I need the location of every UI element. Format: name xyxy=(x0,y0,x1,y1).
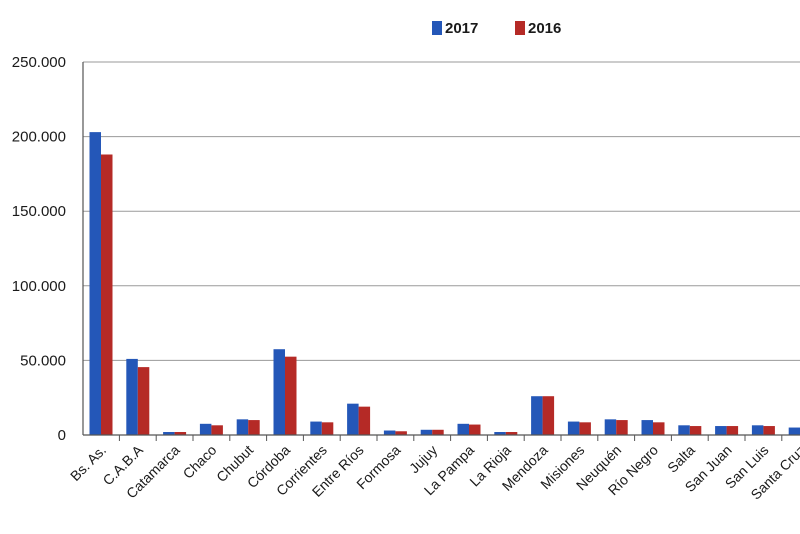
bar-2017 xyxy=(273,349,285,435)
bar-2017 xyxy=(310,421,322,435)
bar-2016 xyxy=(689,426,702,435)
bar-2017 xyxy=(347,403,359,435)
bar-2016 xyxy=(542,396,555,435)
bar-2016 xyxy=(726,426,739,435)
bar-2017 xyxy=(604,419,617,435)
legend-swatch-2017 xyxy=(432,21,442,35)
bar-2016 xyxy=(579,422,591,435)
bars xyxy=(89,132,800,435)
bar-2016 xyxy=(285,356,297,435)
bar-2016 xyxy=(469,424,481,435)
legend: 2017 2016 xyxy=(432,20,561,37)
bar-2017 xyxy=(383,430,396,435)
bar-2016 xyxy=(174,432,187,435)
bar-2017 xyxy=(420,429,433,435)
legend-swatch-2016 xyxy=(515,21,525,35)
bar-2016 xyxy=(505,432,518,435)
y-tick-label: 250.000 xyxy=(12,54,66,71)
y-tick-label: 200.000 xyxy=(12,129,66,146)
bar-2017 xyxy=(678,425,690,435)
bar-2016 xyxy=(432,429,444,435)
bar-2017 xyxy=(751,425,764,435)
bar-2016 xyxy=(137,367,150,435)
bar-2016 xyxy=(358,406,371,435)
bar-2017 xyxy=(641,420,653,435)
bar-2016 xyxy=(211,425,223,435)
legend-label-2017: 2017 xyxy=(445,20,478,37)
grid-lines xyxy=(83,61,800,361)
bar-2017 xyxy=(163,432,175,435)
bar-2016 xyxy=(653,422,665,435)
y-tick-label: 100.000 xyxy=(12,278,66,295)
bar-2016 xyxy=(763,426,775,435)
bar-2016 xyxy=(101,154,113,435)
bar-2017 xyxy=(457,423,469,435)
bar-2016 xyxy=(395,431,407,435)
bar-2017 xyxy=(788,427,800,435)
bar-2017 xyxy=(236,419,249,435)
axes xyxy=(82,62,800,441)
bar-2016 xyxy=(321,422,334,435)
bar-2017 xyxy=(567,421,580,435)
bar-2017 xyxy=(531,396,543,435)
bar-2017 xyxy=(494,432,506,435)
y-tick-labels: 250.000 200.000 150.000 100.000 50.000 0 xyxy=(12,54,66,444)
bar-2016 xyxy=(248,420,260,435)
x-tick-label: Salta xyxy=(664,442,698,476)
y-tick-label: 150.000 xyxy=(12,203,66,220)
x-tick-labels: Bs. As.C.A.B.ACatamarcaChacoChubutCórdob… xyxy=(67,441,800,502)
bar-2016 xyxy=(616,420,628,435)
bar-2017 xyxy=(89,132,101,435)
bar-2017 xyxy=(126,358,138,435)
y-tick-label: 50.000 xyxy=(20,352,66,369)
legend-label-2016: 2016 xyxy=(528,20,561,37)
y-tick-label: 0 xyxy=(58,427,66,444)
bar-2017 xyxy=(199,423,212,435)
bar-2017 xyxy=(715,426,727,435)
